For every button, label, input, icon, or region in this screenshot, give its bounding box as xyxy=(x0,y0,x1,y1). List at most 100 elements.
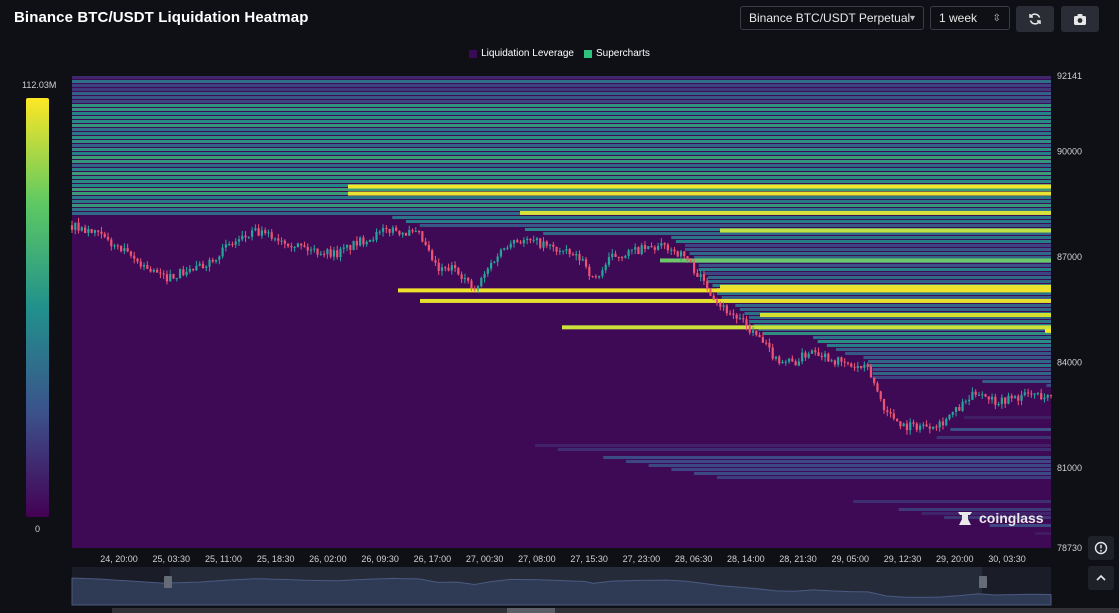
candle-body xyxy=(509,243,512,248)
reset-zoom-button[interactable] xyxy=(1088,536,1114,560)
candle-body xyxy=(571,254,575,256)
candle-body xyxy=(172,274,175,279)
heat-band xyxy=(735,304,1051,307)
candle-body xyxy=(306,246,309,251)
legend-item-supercharts[interactable]: Supercharts xyxy=(583,48,650,59)
candle-body xyxy=(355,240,358,246)
screenshot-button[interactable] xyxy=(1061,6,1099,32)
heat-band xyxy=(749,316,1051,319)
heat-band xyxy=(72,104,1051,107)
candle-body xyxy=(830,360,833,362)
heat-band xyxy=(72,124,1051,127)
candle-body xyxy=(971,391,974,400)
candle-body xyxy=(480,278,483,287)
candle-body xyxy=(827,353,830,362)
collapse-navigator-button[interactable] xyxy=(1088,566,1114,590)
heat-band xyxy=(72,156,1051,159)
watermark-text: coinglass xyxy=(979,510,1044,526)
heat-band xyxy=(863,356,1051,359)
candle-body xyxy=(457,268,460,275)
candle-body xyxy=(146,265,149,269)
candle-body xyxy=(797,361,800,366)
candle-body xyxy=(974,391,977,395)
heat-band xyxy=(717,292,1051,295)
candle-body xyxy=(1020,394,1023,401)
candle-body xyxy=(932,426,935,429)
candle-body xyxy=(120,246,123,252)
candle-body xyxy=(1000,397,1003,405)
candle-body xyxy=(169,274,172,282)
candle-body xyxy=(136,258,139,262)
candle-body xyxy=(512,240,516,244)
heat-band xyxy=(72,144,1051,147)
candle-body xyxy=(693,261,696,274)
x-tick-label: 30, 03:30 xyxy=(988,554,1026,564)
candle-body xyxy=(548,244,552,246)
candle-body xyxy=(516,240,519,243)
candle-body xyxy=(316,248,319,255)
candle-body xyxy=(313,248,316,250)
x-axis: 24, 20:00 25, 03:30 25, 11:00 25, 18:30 26, … xyxy=(100,554,1026,564)
y-tick-label: 87000 xyxy=(1057,252,1082,262)
candle-body xyxy=(463,277,467,280)
candle-body xyxy=(853,366,856,368)
candle-body xyxy=(192,268,195,271)
candle-body xyxy=(951,411,954,415)
heat-band xyxy=(72,168,1051,171)
candle-body xyxy=(765,342,768,344)
candle-body xyxy=(575,254,578,256)
candle-body xyxy=(922,424,925,426)
candle-body xyxy=(722,305,725,307)
candle-body xyxy=(1004,397,1007,404)
candle-body xyxy=(224,244,227,248)
candle-body xyxy=(1026,392,1030,394)
refresh-icon xyxy=(1029,13,1041,25)
refresh-button[interactable] xyxy=(1016,6,1054,32)
candle-body xyxy=(129,251,133,256)
candle-body xyxy=(453,265,457,269)
legend-item-liquidation-leverage[interactable]: Liquidation Leverage xyxy=(469,48,574,59)
candle-body xyxy=(414,231,417,233)
x-tick-label: 29, 20:00 xyxy=(936,554,974,564)
candle-body xyxy=(365,241,368,245)
candle-body xyxy=(732,313,735,315)
heat-band xyxy=(392,216,1051,219)
hot-liquidation-level xyxy=(760,313,1051,318)
y-axis: 92141 90000 87000 84000 81000 78730 xyxy=(1057,71,1082,553)
candle-body xyxy=(702,274,706,281)
navigator-right-handle[interactable] xyxy=(979,576,987,588)
range-select[interactable]: 1 week ⇳ xyxy=(930,6,1010,30)
candle-body xyxy=(411,230,414,232)
candle-body xyxy=(247,236,250,238)
time-navigator[interactable] xyxy=(71,567,1052,606)
navigator-left-handle[interactable] xyxy=(164,576,172,588)
candle-body xyxy=(771,347,774,359)
candle-body xyxy=(519,242,522,244)
candle-body xyxy=(1017,396,1020,401)
hot-liquidation-level xyxy=(1045,328,1051,333)
candle-body xyxy=(948,414,951,420)
range-select-value: 1 week xyxy=(939,11,978,25)
heat-band xyxy=(749,320,1051,323)
candle-body xyxy=(843,361,846,363)
candle-body xyxy=(928,426,931,429)
candle-body xyxy=(336,250,339,258)
horizontal-scrollbar[interactable] xyxy=(112,608,1119,613)
candle-body xyxy=(237,239,241,242)
candle-body xyxy=(840,357,843,362)
scrollbar-thumb[interactable] xyxy=(507,608,555,613)
candle-body xyxy=(670,249,673,251)
pair-select[interactable]: Binance BTC/USDT Perpetual ▾ xyxy=(740,6,924,30)
heat-band xyxy=(72,84,1051,87)
candle-body xyxy=(666,244,670,251)
candle-body xyxy=(214,259,218,262)
heat-band xyxy=(698,268,1051,271)
hot-liquidation-level xyxy=(348,191,1051,196)
y-tick-label: 84000 xyxy=(1057,358,1082,368)
hot-liquidation-level xyxy=(562,325,1051,330)
heat-band xyxy=(72,112,1051,115)
candle-body xyxy=(323,253,326,255)
candle-body xyxy=(899,421,902,427)
heat-band xyxy=(648,464,1051,467)
candle-body xyxy=(444,267,447,269)
